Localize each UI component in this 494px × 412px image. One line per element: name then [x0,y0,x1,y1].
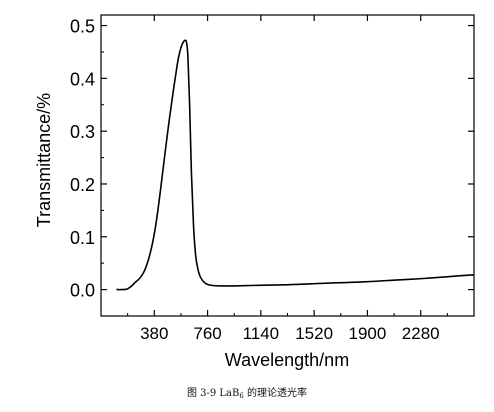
y-tick-label: 0.4 [70,69,95,89]
y-axis-label: Transmittance/% [34,93,54,227]
cropped-text-line [0,0,160,12]
y-tick-label: 0.2 [70,175,95,195]
x-tick-label: 1520 [295,324,333,343]
x-axis-label: Wavelength/nm [225,350,349,370]
y-tick-label: 0.0 [70,281,95,301]
y-tick-label: 0.1 [70,228,95,248]
plot-frame [100,14,475,317]
figure-caption: 图 3-9 LaB6 的理论透光率 [0,384,494,400]
caption-prefix: 图 3-9 LaB [186,388,240,399]
x-tick-label: 2280 [402,324,440,343]
caption-suffix: 的理论透光率 [243,388,308,399]
y-tick-label: 0.3 [70,122,95,142]
x-tick-label: 1140 [243,324,280,343]
x-tick-label: 1900 [349,324,387,343]
y-axis: 0.0 0.1 0.2 0.3 0.4 0.5 [70,17,474,301]
y-tick-label: 0.5 [70,17,95,37]
series-line [116,39,475,291]
x-tick-label: 380 [140,324,168,343]
caption-subscript: 6 [239,392,244,400]
x-tick-label: 760 [193,324,221,343]
x-axis: 380 760 1140 1520 1900 2280 [127,15,448,343]
